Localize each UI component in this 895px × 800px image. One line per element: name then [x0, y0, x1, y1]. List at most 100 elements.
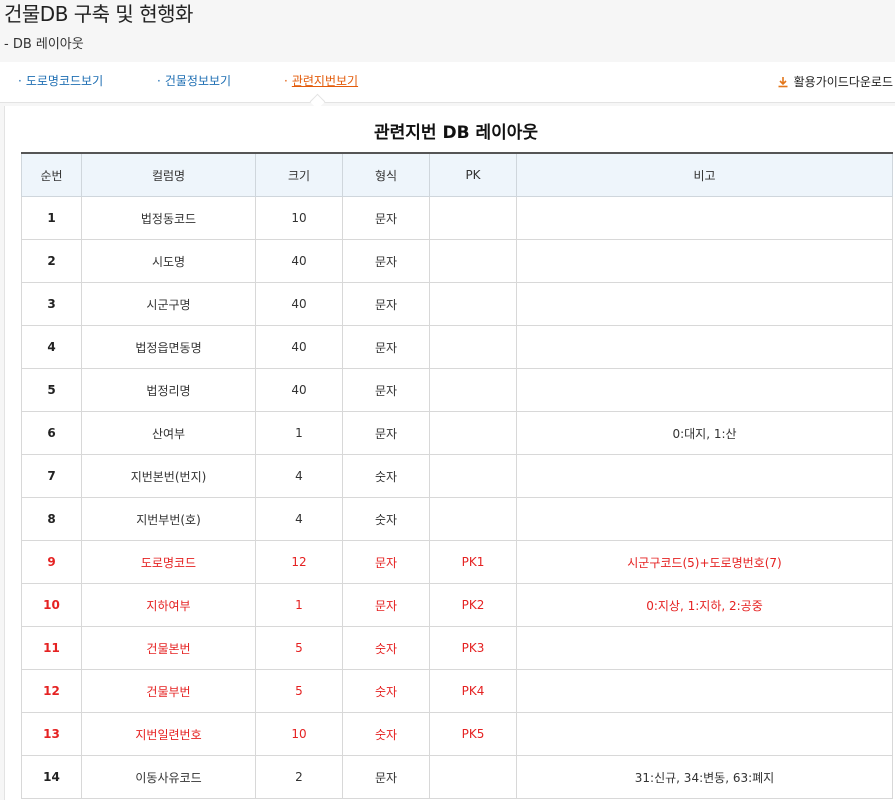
table-header-row: 순번 컬럼명 크기 형식 PK 비고 [21, 152, 893, 197]
tab-road-code[interactable]: · 도로명코드보기 [18, 72, 103, 90]
cell-note [516, 497, 893, 541]
cell-note: 31:신규, 34:변동, 63:폐지 [516, 755, 893, 799]
cell-type: 문자 [342, 196, 430, 240]
cell-type: 문자 [342, 755, 430, 799]
cell-pk [429, 282, 517, 326]
cell-type: 숫자 [342, 497, 430, 541]
cell-column-name: 건물본번 [81, 626, 256, 670]
bullet-icon: · [157, 74, 161, 88]
cell-column-name: 도로명코드 [81, 540, 256, 584]
cell-note: 0:지상, 1:지하, 2:공중 [516, 583, 893, 627]
cell-type: 숫자 [342, 626, 430, 670]
cell-type: 문자 [342, 583, 430, 627]
table-row: 3 시군구명 40 문자 [21, 282, 893, 326]
cell-size: 40 [255, 239, 343, 283]
cell-no: 2 [21, 239, 82, 283]
cell-no: 7 [21, 454, 82, 498]
cell-pk [429, 411, 517, 455]
cell-size: 4 [255, 454, 343, 498]
cell-no: 13 [21, 712, 82, 756]
cell-pk [429, 497, 517, 541]
cell-pk [429, 755, 517, 799]
cell-note [516, 626, 893, 670]
cell-pk: PK5 [429, 712, 517, 756]
cell-note [516, 368, 893, 412]
cell-type: 문자 [342, 325, 430, 369]
table-row-pk: 12 건물부번 5 숫자 PK4 [21, 669, 893, 713]
cell-type: 문자 [342, 282, 430, 326]
cell-pk [429, 239, 517, 283]
cell-size: 40 [255, 282, 343, 326]
cell-column-name: 시도명 [81, 239, 256, 283]
cell-pk [429, 368, 517, 412]
table-row: 14 이동사유코드 2 문자 31:신규, 34:변동, 63:폐지 [21, 755, 893, 799]
cell-pk: PK2 [429, 583, 517, 627]
bullet-icon: · [18, 74, 22, 88]
cell-pk: PK1 [429, 540, 517, 584]
cell-type: 숫자 [342, 454, 430, 498]
cell-note: 0:대지, 1:산 [516, 411, 893, 455]
cell-type: 숫자 [342, 669, 430, 713]
table-row-pk: 11 건물본번 5 숫자 PK3 [21, 626, 893, 670]
cell-column-name: 지번부번(호) [81, 497, 256, 541]
cell-no: 11 [21, 626, 82, 670]
page-subtitle: - DB 레이아웃 [4, 37, 84, 52]
cell-size: 2 [255, 755, 343, 799]
download-icon [778, 77, 788, 88]
tab-label: 도로명코드보기 [25, 74, 104, 88]
column-header: 크기 [255, 152, 343, 197]
cell-note [516, 282, 893, 326]
cell-no: 10 [21, 583, 82, 627]
cell-column-name: 이동사유코드 [81, 755, 256, 799]
cell-no: 4 [21, 325, 82, 369]
cell-size: 40 [255, 325, 343, 369]
tab-label: 관련지번보기 [291, 74, 359, 88]
cell-pk [429, 196, 517, 240]
cell-size: 5 [255, 626, 343, 670]
cell-size: 12 [255, 540, 343, 584]
cell-column-name: 시군구명 [81, 282, 256, 326]
cell-type: 문자 [342, 239, 430, 283]
tab-bar: · 도로명코드보기 · 건물정보보기 · 관련지번보기 활용가이드다운로드 [0, 62, 895, 103]
cell-no: 12 [21, 669, 82, 713]
cell-pk: PK4 [429, 669, 517, 713]
cell-no: 5 [21, 368, 82, 412]
column-header: 형식 [342, 152, 430, 197]
cell-column-name: 지번본번(번지) [81, 454, 256, 498]
table-row: 2 시도명 40 문자 [21, 239, 893, 283]
cell-no: 6 [21, 411, 82, 455]
cell-note [516, 239, 893, 283]
cell-size: 10 [255, 712, 343, 756]
cell-pk: PK3 [429, 626, 517, 670]
cell-column-name: 법정동코드 [81, 196, 256, 240]
cell-note [516, 712, 893, 756]
cell-no: 14 [21, 755, 82, 799]
table-row-pk: 10 지하여부 1 문자 PK2 0:지상, 1:지하, 2:공중 [21, 583, 893, 627]
tab-building-info[interactable]: · 건물정보보기 [157, 72, 231, 90]
cell-no: 1 [21, 196, 82, 240]
tab-related-lot[interactable]: · 관련지번보기 [284, 72, 358, 90]
cell-type: 문자 [342, 540, 430, 584]
page-title: 건물DB 구축 및 현행화 [4, 2, 193, 26]
cell-type: 숫자 [342, 712, 430, 756]
download-guide-label: 활용가이드다운로드 [793, 75, 893, 89]
table-row-pk: 13 지번일련번호 10 숫자 PK5 [21, 712, 893, 756]
cell-note [516, 669, 893, 713]
cell-column-name: 법정리명 [81, 368, 256, 412]
cell-note [516, 325, 893, 369]
bullet-icon: · [284, 74, 288, 88]
tab-label: 건물정보보기 [164, 74, 232, 88]
cell-size: 40 [255, 368, 343, 412]
cell-size: 5 [255, 669, 343, 713]
table-row: 5 법정리명 40 문자 [21, 368, 893, 412]
column-header: 컬럼명 [81, 152, 256, 197]
cell-pk [429, 325, 517, 369]
download-guide-button[interactable]: 활용가이드다운로드 [777, 74, 893, 90]
table-row-pk: 9 도로명코드 12 문자 PK1 시군구코드(5)+도로명번호(7) [21, 540, 893, 584]
cell-column-name: 지하여부 [81, 583, 256, 627]
column-header: 비고 [516, 152, 893, 197]
column-header: 순번 [21, 152, 82, 197]
cell-no: 9 [21, 540, 82, 584]
cell-no: 3 [21, 282, 82, 326]
table-row: 6 산여부 1 문자 0:대지, 1:산 [21, 411, 893, 455]
